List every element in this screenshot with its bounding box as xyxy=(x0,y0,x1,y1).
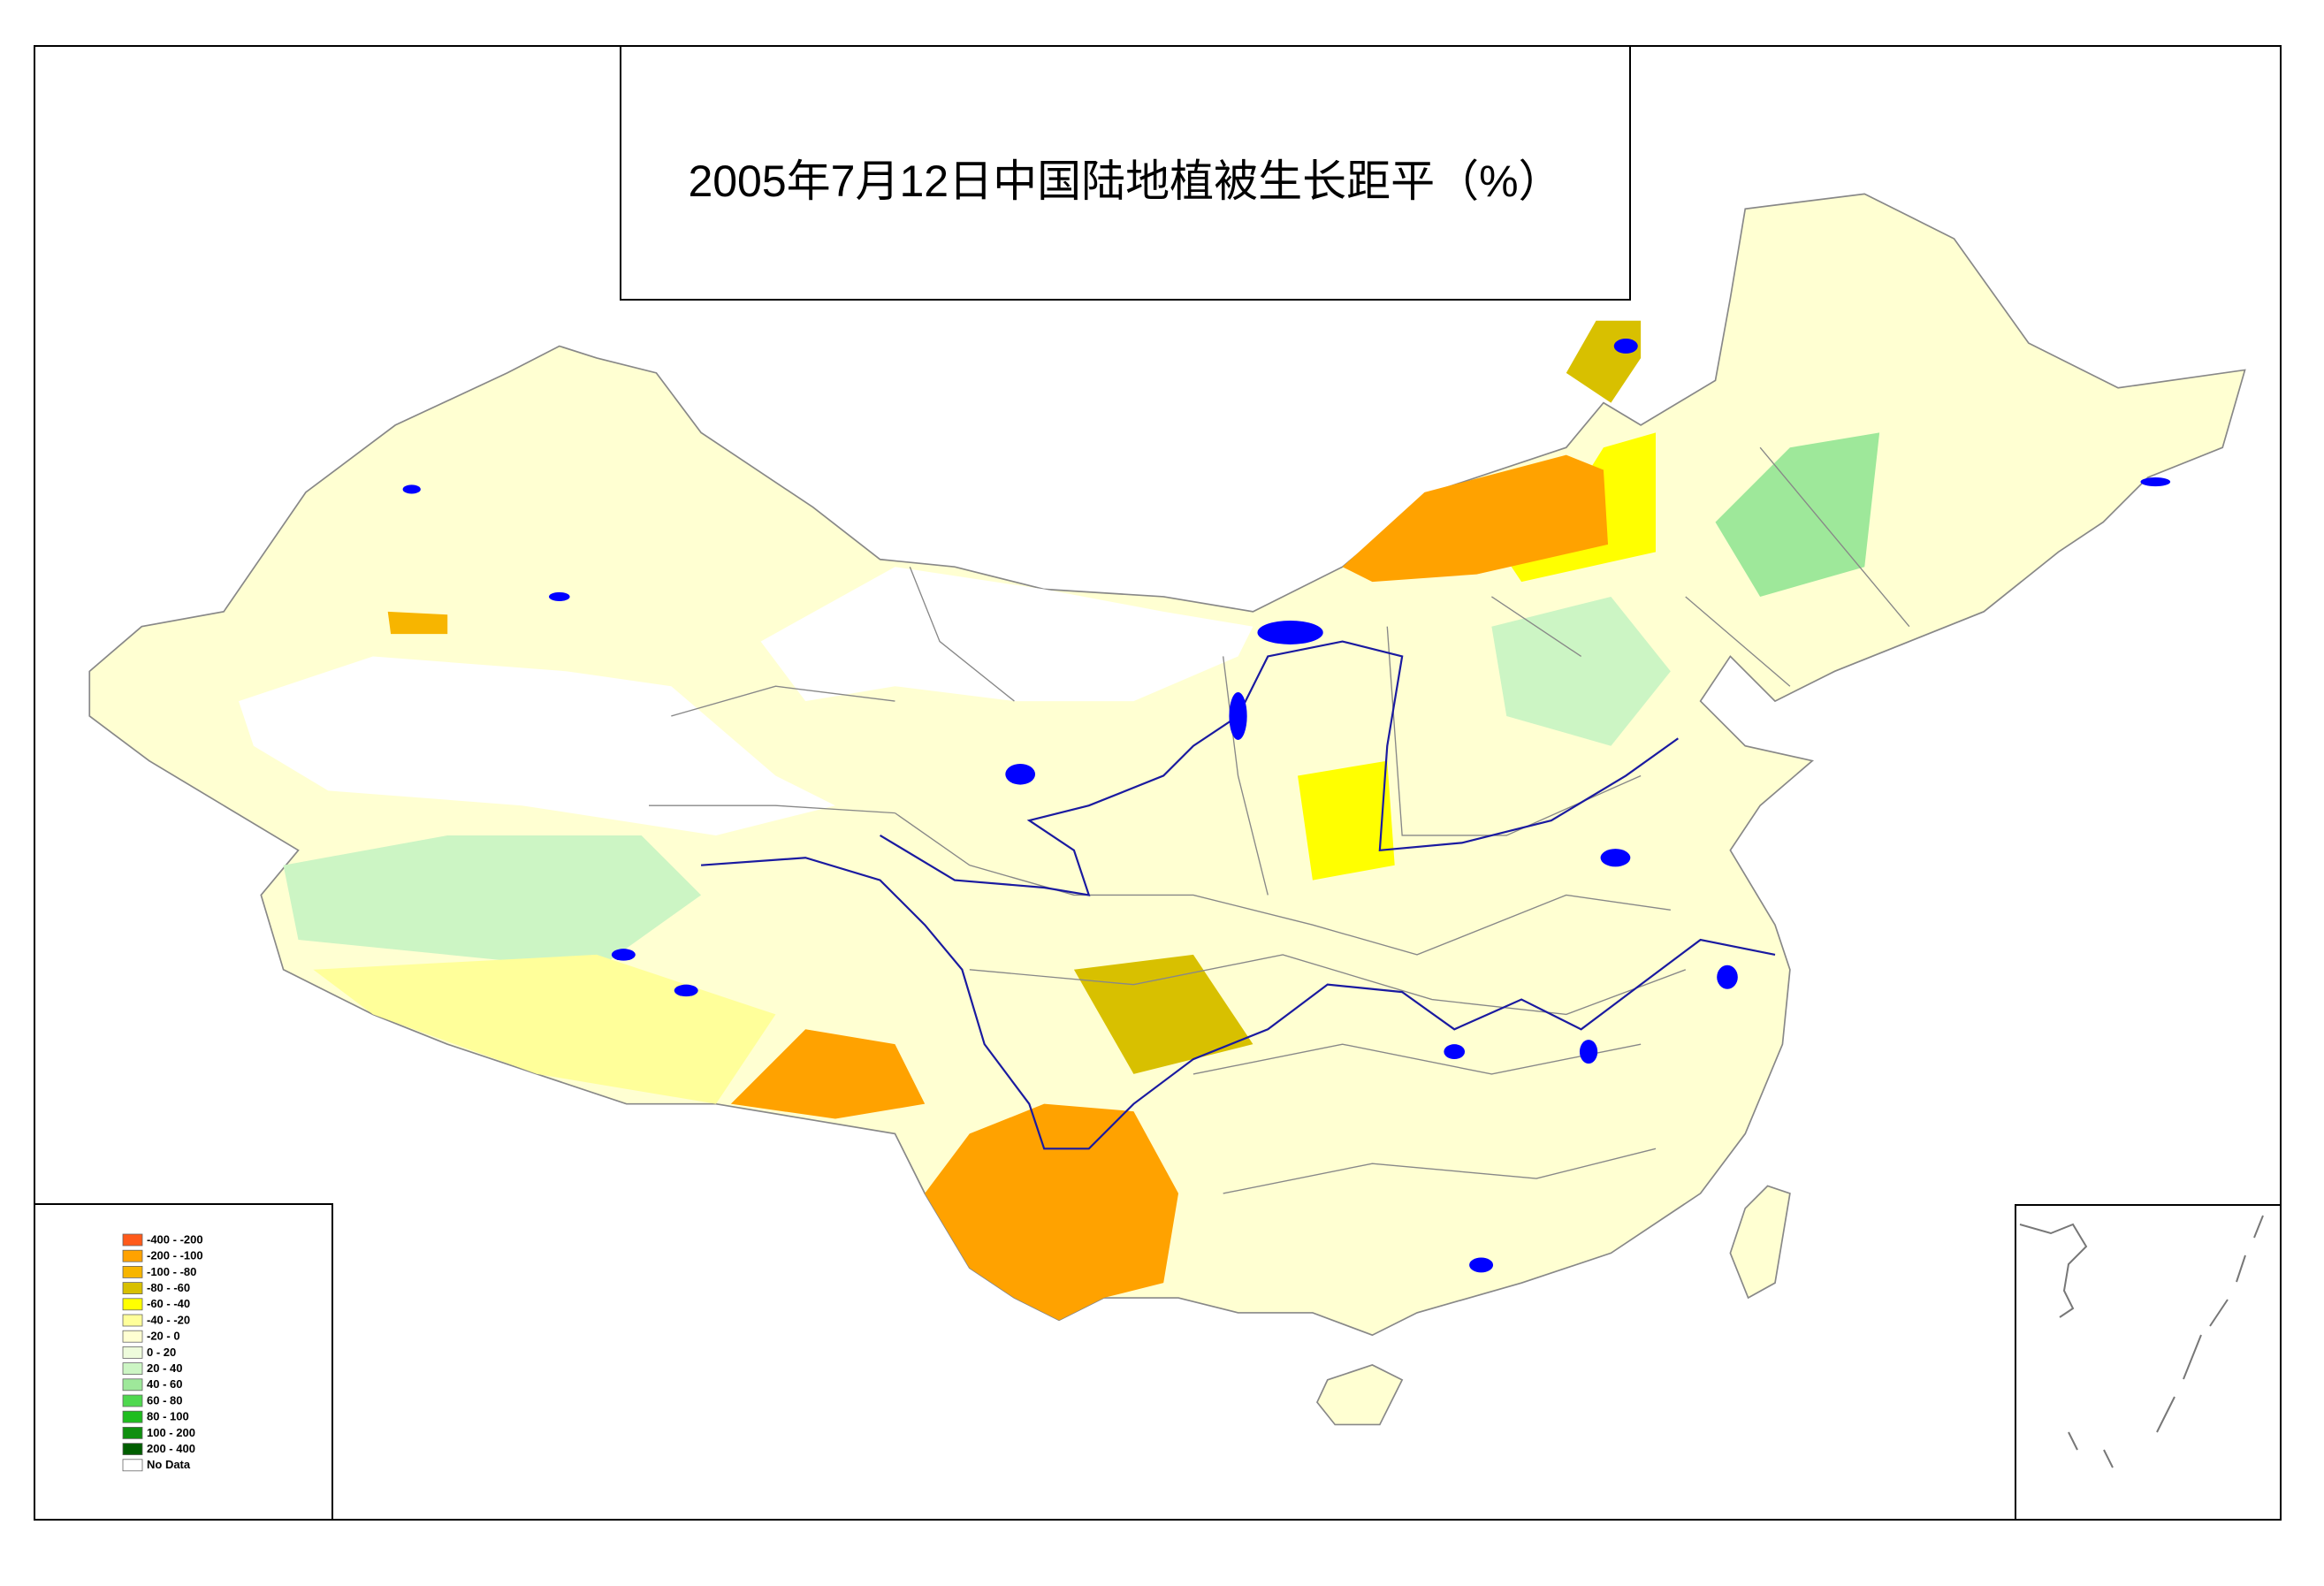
lake xyxy=(1600,849,1631,867)
yellow-area xyxy=(313,954,776,1104)
legend: -400 - -200 -200 - -100 -100 - -80 -80 - -6… xyxy=(122,1232,203,1472)
province-border xyxy=(649,446,1910,1194)
legend-label: No Data xyxy=(147,1458,191,1471)
legend-swatch xyxy=(122,1330,143,1343)
legend-label: -20 - 0 xyxy=(147,1330,180,1343)
legend-swatch xyxy=(122,1233,143,1247)
green-area xyxy=(283,835,702,970)
legend-label: -200 - -100 xyxy=(147,1249,203,1262)
lake xyxy=(1613,339,1638,354)
legend-box xyxy=(34,1203,333,1521)
lake xyxy=(1469,1257,1494,1273)
green-area xyxy=(1491,596,1671,746)
lake xyxy=(1579,1040,1598,1064)
legend-swatch xyxy=(122,1346,143,1359)
lake xyxy=(611,949,636,961)
lake xyxy=(2140,477,2171,487)
legend-label: -100 - -80 xyxy=(147,1265,196,1278)
legend-swatch xyxy=(122,1410,143,1423)
lake xyxy=(1005,763,1036,785)
legend-label: -400 - -200 xyxy=(147,1232,203,1246)
orange-area xyxy=(387,611,448,635)
legend-swatch xyxy=(122,1298,143,1311)
legend-swatch xyxy=(122,1249,143,1262)
legend-label: -80 - -60 xyxy=(147,1281,190,1294)
legend-label: 60 - 80 xyxy=(147,1393,182,1407)
legend-label: 20 - 40 xyxy=(147,1361,182,1375)
legend-label: 100 - 200 xyxy=(147,1426,195,1439)
no-data-area xyxy=(238,656,835,835)
lake xyxy=(402,484,421,494)
hainan xyxy=(1315,1364,1404,1426)
inset-coast xyxy=(2019,1223,2088,1318)
yangtze-river xyxy=(700,857,1776,1150)
legend-label: 80 - 100 xyxy=(147,1410,189,1423)
lake xyxy=(1257,620,1323,644)
lake xyxy=(1444,1044,1466,1060)
inset-map xyxy=(2019,1215,2264,1468)
inset-boundary xyxy=(2068,1215,2264,1468)
taiwan xyxy=(1729,1185,1791,1300)
lake xyxy=(1717,965,1738,989)
legend-swatch xyxy=(122,1282,143,1294)
yellow-area xyxy=(1298,760,1395,881)
title-box xyxy=(620,45,1631,301)
legend-label: 200 - 400 xyxy=(147,1442,195,1455)
olive-area xyxy=(1073,954,1253,1074)
legend-swatch xyxy=(122,1362,143,1375)
inset-box xyxy=(2015,1204,2282,1521)
map-title: 2005年7月12日中国陆地植被生长距平（%） xyxy=(688,156,1562,206)
lake xyxy=(674,984,698,997)
legend-swatch xyxy=(122,1266,143,1278)
legend-label: 0 - 20 xyxy=(147,1346,176,1359)
legend-swatch xyxy=(122,1378,143,1392)
lake xyxy=(1229,691,1247,740)
orange-area xyxy=(925,1103,1179,1321)
orange-area xyxy=(1342,454,1609,583)
orange-area xyxy=(730,1029,926,1119)
lake xyxy=(548,591,570,602)
legend-label: 40 - 60 xyxy=(147,1377,182,1391)
legend-label: -40 - -20 xyxy=(147,1313,190,1326)
no-data-area xyxy=(760,567,1253,702)
green-area xyxy=(1715,432,1880,597)
legend-label: -60 - -40 xyxy=(147,1297,190,1310)
legend-swatch xyxy=(122,1459,143,1472)
legend-swatch xyxy=(122,1394,143,1407)
legend-swatch xyxy=(122,1314,143,1327)
map-body xyxy=(88,193,2246,1426)
legend-swatch xyxy=(122,1427,143,1439)
legend-swatch xyxy=(122,1443,143,1455)
